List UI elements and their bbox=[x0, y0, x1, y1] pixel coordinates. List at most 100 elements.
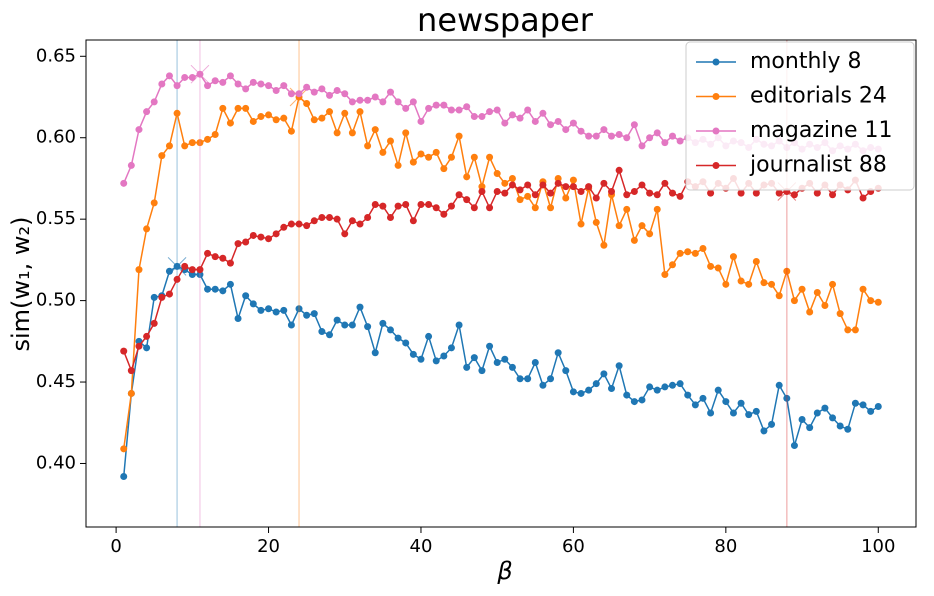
plot-frame bbox=[85, 39, 917, 528]
data-point bbox=[531, 191, 539, 199]
data-point bbox=[440, 165, 448, 173]
data-point bbox=[120, 347, 128, 355]
data-point bbox=[310, 88, 318, 96]
data-point bbox=[524, 375, 532, 383]
data-point bbox=[219, 78, 227, 86]
data-point bbox=[562, 367, 570, 375]
data-point bbox=[402, 129, 410, 137]
data-point bbox=[790, 442, 798, 450]
data-point bbox=[783, 267, 791, 275]
data-point bbox=[531, 117, 539, 125]
data-point bbox=[630, 187, 638, 195]
data-point bbox=[158, 152, 166, 160]
data-point bbox=[150, 319, 158, 327]
legend-marker bbox=[712, 162, 720, 169]
data-point bbox=[798, 416, 806, 424]
data-point bbox=[608, 187, 616, 195]
data-point bbox=[646, 230, 654, 238]
data-point bbox=[318, 214, 326, 222]
data-point bbox=[409, 350, 417, 358]
data-point bbox=[729, 253, 737, 261]
data-point bbox=[600, 370, 608, 378]
data-point bbox=[181, 73, 189, 81]
data-point bbox=[356, 108, 364, 116]
data-point bbox=[608, 132, 616, 140]
data-point bbox=[836, 310, 844, 318]
data-point bbox=[303, 100, 311, 108]
data-point bbox=[531, 204, 539, 212]
x-tick-label: 80 bbox=[714, 536, 737, 557]
data-point bbox=[516, 114, 524, 122]
data-point bbox=[188, 139, 196, 147]
data-point bbox=[226, 119, 234, 127]
data-point bbox=[615, 130, 623, 138]
data-point bbox=[409, 217, 417, 225]
data-point bbox=[859, 194, 867, 202]
chart-title: newspaper bbox=[417, 1, 594, 39]
data-point bbox=[280, 82, 288, 90]
data-point bbox=[684, 391, 692, 399]
data-point bbox=[341, 109, 349, 117]
data-point bbox=[577, 220, 585, 228]
data-point bbox=[516, 186, 524, 194]
data-point bbox=[425, 201, 433, 209]
data-point bbox=[470, 354, 478, 362]
data-point bbox=[554, 179, 562, 187]
data-point bbox=[211, 77, 219, 85]
data-point bbox=[638, 396, 646, 404]
data-point bbox=[577, 187, 585, 195]
data-point bbox=[714, 264, 722, 272]
data-point bbox=[356, 220, 364, 228]
data-point bbox=[463, 196, 471, 204]
data-point bbox=[623, 391, 631, 399]
data-point bbox=[127, 161, 135, 169]
data-point bbox=[173, 109, 181, 117]
data-point bbox=[585, 132, 593, 140]
data-point bbox=[615, 362, 623, 370]
data-point bbox=[722, 398, 730, 406]
data-point bbox=[554, 349, 562, 357]
data-point bbox=[493, 170, 501, 178]
data-point bbox=[364, 323, 372, 331]
data-point bbox=[348, 98, 356, 106]
data-point bbox=[310, 310, 318, 318]
data-point bbox=[257, 80, 265, 88]
data-point bbox=[135, 342, 143, 350]
x-tick-label: 100 bbox=[861, 536, 895, 557]
y-tick-label: 0.45 bbox=[36, 371, 76, 392]
data-point bbox=[829, 414, 837, 422]
data-point bbox=[539, 181, 547, 189]
data-point bbox=[257, 113, 265, 121]
data-point bbox=[600, 241, 608, 249]
data-point bbox=[562, 126, 570, 134]
data-point bbox=[158, 80, 166, 88]
data-point bbox=[440, 352, 448, 360]
data-point bbox=[143, 108, 151, 116]
y-axis-label: sim(w₁, w₂) bbox=[7, 216, 35, 351]
data-point bbox=[775, 189, 783, 197]
data-point bbox=[226, 259, 234, 267]
legend-label: journalist 88 bbox=[749, 153, 887, 178]
data-point bbox=[630, 121, 638, 129]
data-point bbox=[386, 88, 394, 96]
data-point bbox=[592, 132, 600, 140]
data-point bbox=[173, 275, 181, 283]
data-point bbox=[120, 445, 128, 453]
data-point bbox=[333, 129, 341, 137]
data-point bbox=[493, 187, 501, 195]
data-point bbox=[737, 189, 745, 197]
data-point bbox=[204, 82, 212, 90]
data-point bbox=[379, 148, 387, 156]
data-point bbox=[143, 225, 151, 233]
data-point bbox=[867, 297, 875, 305]
data-point bbox=[768, 280, 776, 288]
data-point bbox=[280, 306, 288, 314]
data-point bbox=[470, 204, 478, 212]
data-point bbox=[463, 173, 471, 181]
data-point bbox=[234, 80, 242, 88]
data-point bbox=[440, 210, 448, 218]
data-point bbox=[661, 139, 669, 147]
data-point bbox=[630, 398, 638, 406]
data-point bbox=[463, 363, 471, 371]
data-point bbox=[249, 231, 257, 239]
